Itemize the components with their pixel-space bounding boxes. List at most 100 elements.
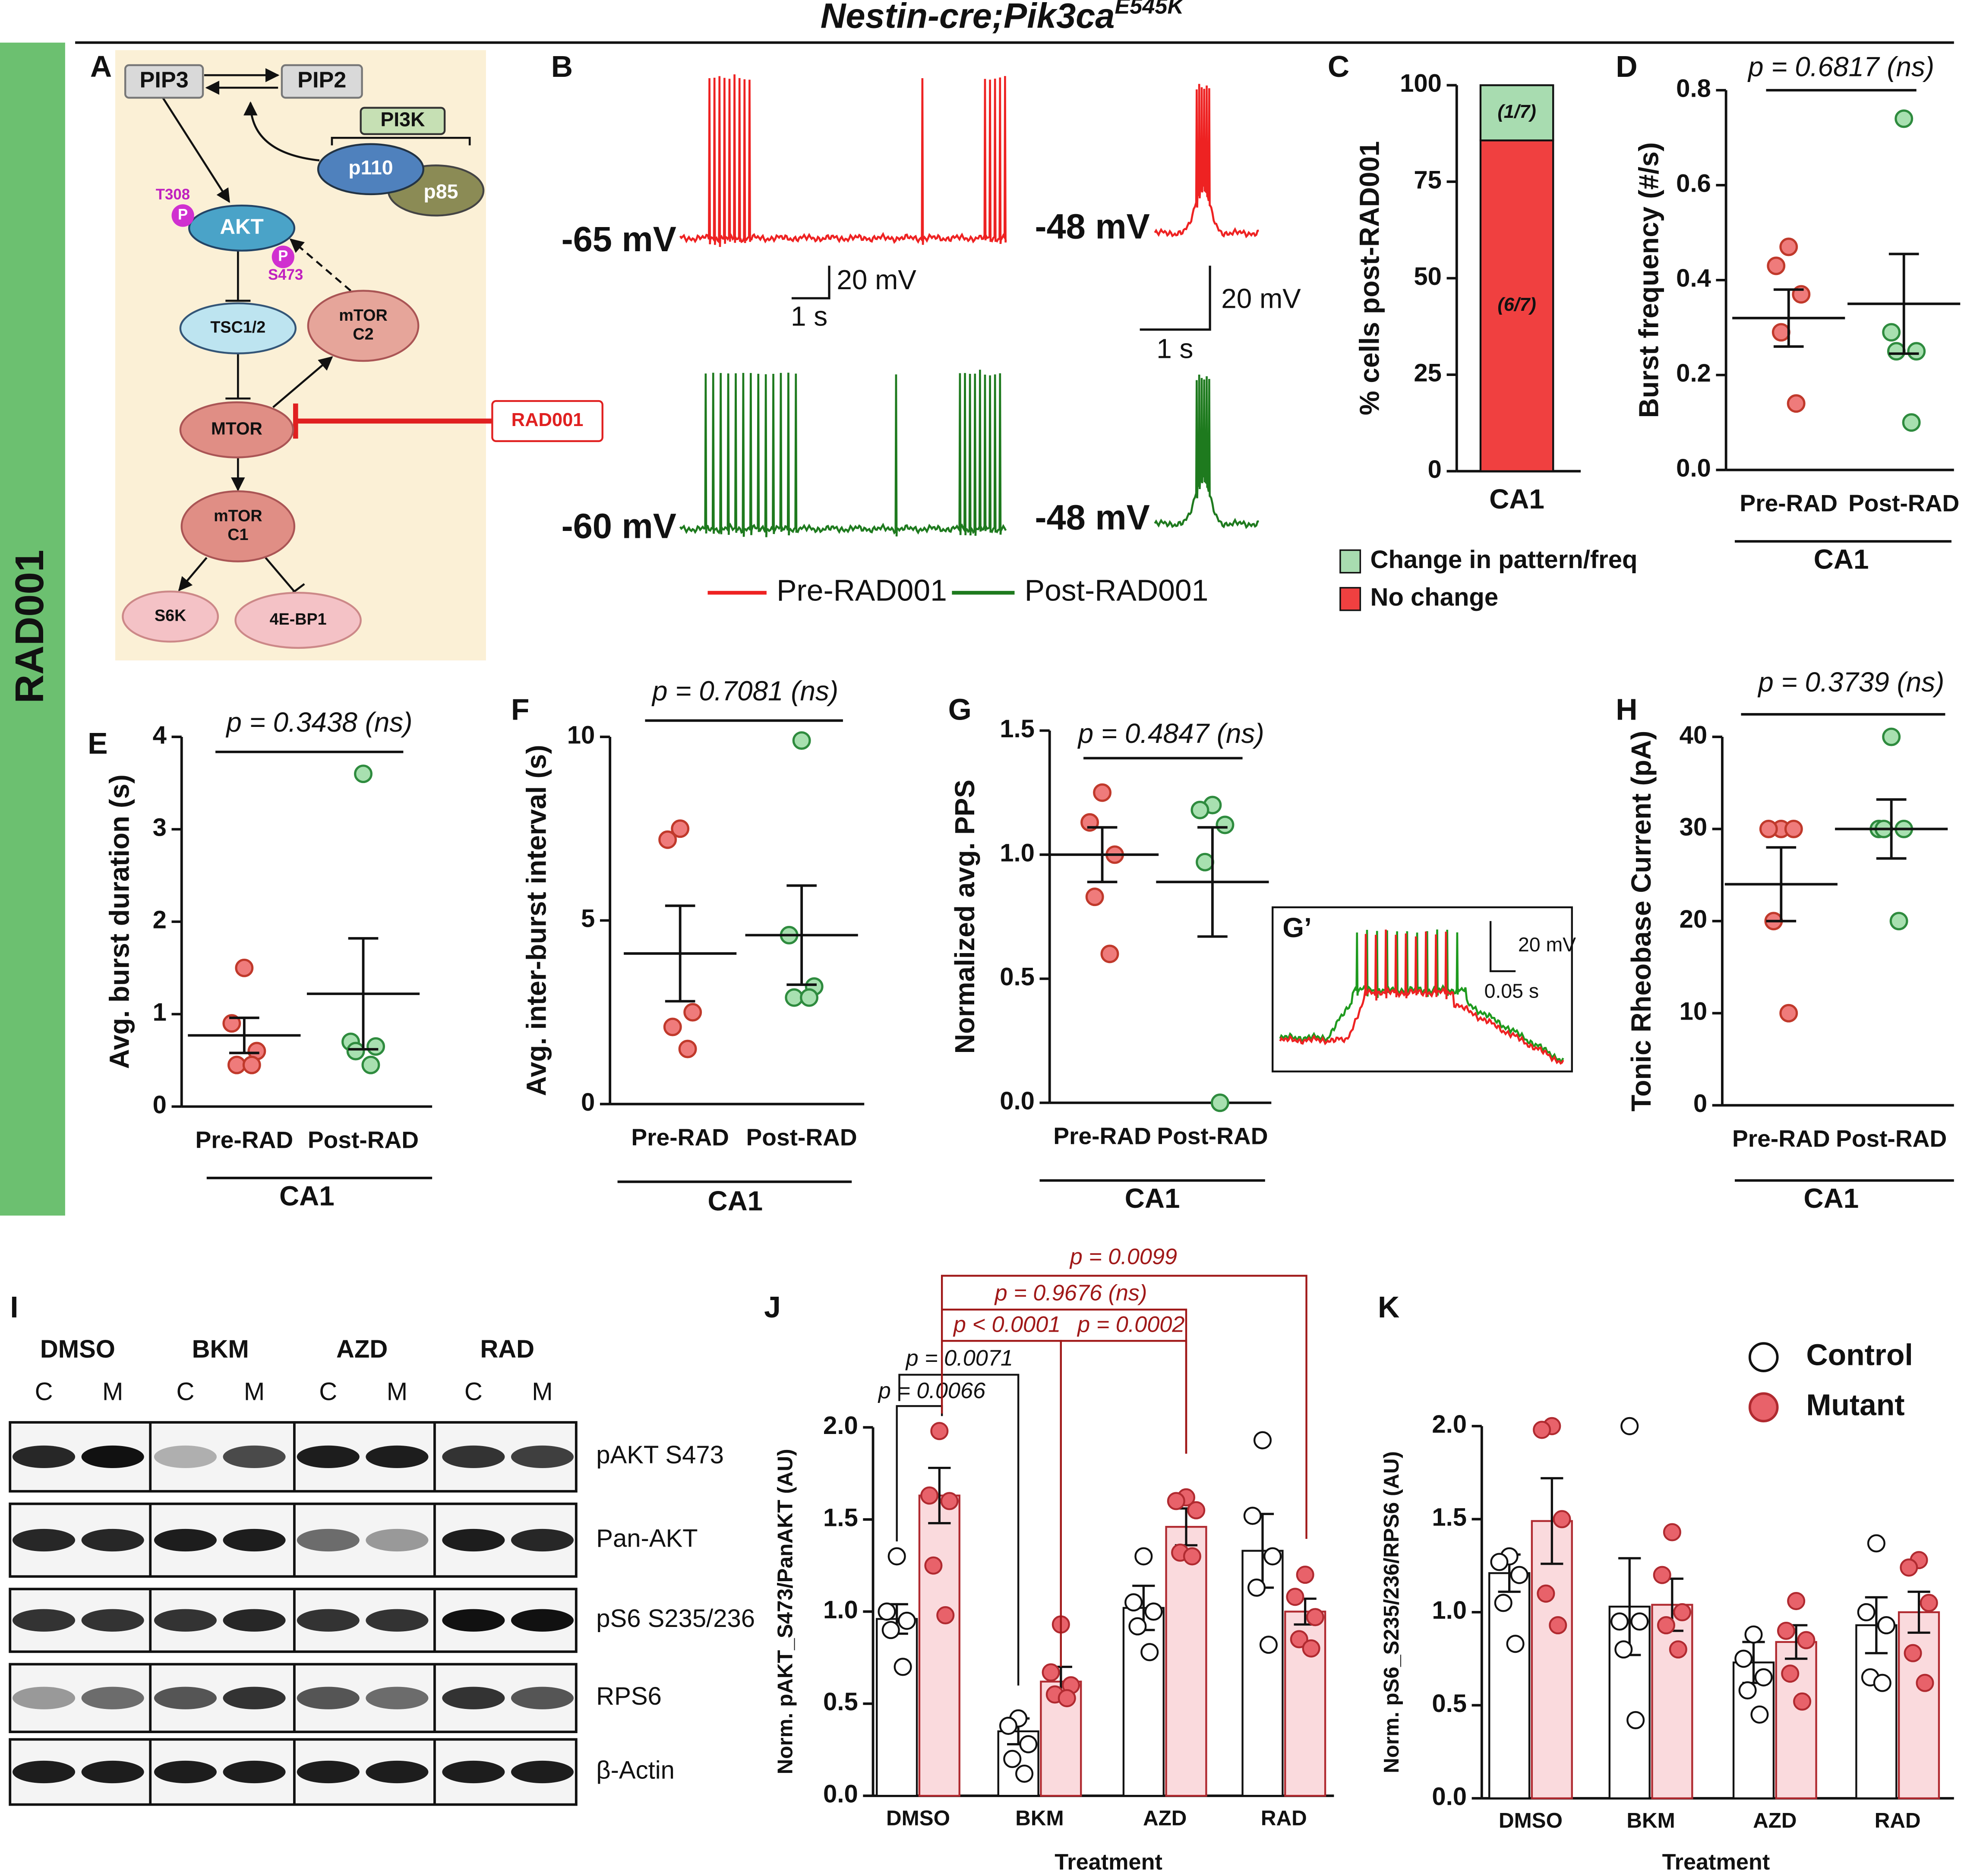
data-point <box>1015 1764 1034 1783</box>
node-label: P <box>278 247 288 264</box>
panel-letter: J <box>764 1290 781 1324</box>
data-point <box>235 958 254 977</box>
voltage-trace <box>1154 84 1259 239</box>
data-point <box>1738 1681 1757 1700</box>
data-point <box>1253 1431 1272 1450</box>
data-point <box>354 764 373 783</box>
x-tick-label: AZD <box>1143 1806 1187 1830</box>
legend-label: Change in pattern/freq <box>1370 546 1638 574</box>
data-point <box>924 1556 943 1575</box>
blot-band <box>154 1687 217 1709</box>
lane-label: C <box>35 1378 53 1406</box>
y-tick-label: 0.0 <box>823 1780 858 1808</box>
data-point <box>1196 853 1214 872</box>
data-point <box>1610 1612 1629 1631</box>
panel-b-scale-bars <box>791 265 1211 331</box>
sem-bar <box>1773 288 1804 348</box>
y-axis-label: % cells post-RAD001 <box>1354 141 1385 415</box>
data-point <box>1187 1501 1206 1519</box>
data-point <box>1019 1735 1038 1753</box>
node-box <box>281 64 363 99</box>
data-point <box>242 1055 261 1074</box>
data-point <box>940 1492 959 1510</box>
data-point <box>936 1606 955 1625</box>
y-tick-label: 0 <box>153 1091 167 1119</box>
y-tick-label: 2.0 <box>1432 1410 1467 1438</box>
data-point <box>1867 1534 1885 1553</box>
data-point <box>999 1716 1017 1735</box>
x-tick-label: Post-RAD <box>308 1126 419 1153</box>
voltage-trace <box>679 74 1007 247</box>
node-label: 4E-BP1 <box>270 610 327 628</box>
lane-label: M <box>102 1378 123 1406</box>
data-point <box>1920 1594 1938 1612</box>
blot-band <box>81 1445 144 1469</box>
blot-band <box>366 1687 429 1709</box>
data-point <box>683 1003 702 1022</box>
data-point <box>1506 1635 1525 1653</box>
y-tick-label: 4 <box>153 721 167 749</box>
y-tick-label: 1.5 <box>1000 715 1035 743</box>
data-point <box>930 1422 949 1440</box>
trace-label: -60 mV <box>562 507 676 546</box>
data-point <box>1549 1616 1567 1635</box>
data-point <box>1779 237 1798 256</box>
data-point <box>920 1486 939 1505</box>
group-label: CA1 <box>1804 1183 1859 1214</box>
data-point <box>1243 1506 1262 1525</box>
node-ellipse <box>179 302 297 354</box>
x-tick-label: RAD <box>1875 1809 1921 1832</box>
data-point <box>1259 1636 1278 1654</box>
data-point <box>1767 256 1786 275</box>
phospho-circle <box>171 204 194 227</box>
data-point <box>1216 815 1235 834</box>
error-bar <box>928 1466 951 1525</box>
data-point <box>1494 1594 1512 1612</box>
sem-bar <box>665 904 695 1003</box>
x-axis-label: Treatment <box>1055 1850 1162 1875</box>
data-point <box>1296 1566 1314 1584</box>
y-tick-label: 0.5 <box>1000 963 1035 991</box>
blot-row-label: pS6 S235/236 <box>596 1604 755 1633</box>
blot-row-label: RPS6 <box>596 1682 662 1710</box>
inset-frame <box>1272 906 1573 1073</box>
y-tick-label: 1.0 <box>823 1596 858 1624</box>
p-value: p = 0.0099 <box>1069 1244 1177 1270</box>
data-point <box>1900 1558 1918 1577</box>
p-value: p = 0.9676 (ns) <box>994 1281 1147 1306</box>
node-ellipse <box>179 401 294 458</box>
error-bar <box>1541 1477 1563 1565</box>
blot-row-label: Pan-AKT <box>596 1524 698 1552</box>
node-ellipse <box>307 290 420 362</box>
lane-label: C <box>319 1378 337 1406</box>
node-label: C1 <box>227 525 248 543</box>
blot-band <box>297 1687 360 1709</box>
comparison-bracket <box>941 1275 1307 1539</box>
legend-marker <box>1748 1342 1779 1372</box>
treatment-label: AZD <box>336 1335 388 1363</box>
data-point <box>1771 323 1790 342</box>
y-tick-label: 0.0 <box>1676 454 1711 482</box>
node-box <box>360 107 446 135</box>
blot-band <box>223 1760 286 1784</box>
data-point <box>1779 1004 1798 1023</box>
group-label: CA1 <box>279 1180 335 1211</box>
node-label: p85 <box>423 180 458 202</box>
blot-band <box>81 1609 144 1632</box>
x-tick-label: Pre-RAD <box>196 1126 294 1153</box>
legend-label: No change <box>1370 583 1499 611</box>
blot-band <box>511 1609 574 1632</box>
y-tick-label: 0.2 <box>1676 359 1711 387</box>
data-point <box>1134 1547 1153 1566</box>
data-point <box>1882 727 1901 746</box>
blot-band <box>81 1687 144 1709</box>
treatment-label: RAD <box>480 1335 534 1363</box>
data-point <box>1306 1608 1324 1626</box>
bar <box>1651 1604 1693 1800</box>
y-tick-label: 0 <box>1693 1090 1707 1118</box>
p-value: p = 0.6817 (ns) <box>1747 51 1934 82</box>
p-value: p = 0.7081 (ns) <box>651 675 838 706</box>
data-point <box>1537 1584 1555 1603</box>
data-point <box>1626 1711 1645 1729</box>
bar <box>918 1494 960 1797</box>
